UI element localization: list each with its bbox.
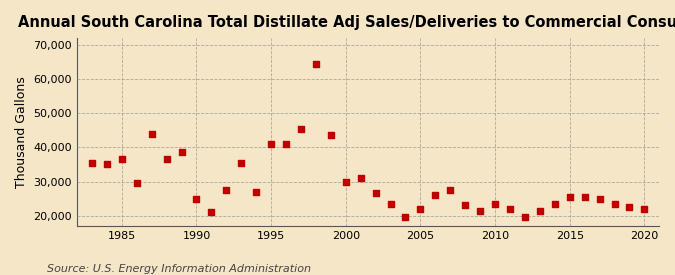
Point xyxy=(221,188,232,192)
Point xyxy=(251,189,262,194)
Point xyxy=(460,203,470,208)
Point xyxy=(296,126,306,131)
Point xyxy=(325,133,336,138)
Point xyxy=(415,207,426,211)
Point xyxy=(370,191,381,196)
Point xyxy=(146,131,157,136)
Point xyxy=(475,208,485,213)
Point xyxy=(564,195,575,199)
Point xyxy=(116,157,127,161)
Title: Annual South Carolina Total Distillate Adj Sales/Deliveries to Commercial Consum: Annual South Carolina Total Distillate A… xyxy=(18,15,675,30)
Point xyxy=(310,62,321,66)
Point xyxy=(579,195,590,199)
Point xyxy=(609,202,620,206)
Y-axis label: Thousand Gallons: Thousand Gallons xyxy=(15,76,28,188)
Point xyxy=(505,207,516,211)
Point xyxy=(206,210,217,214)
Point xyxy=(281,142,292,146)
Point xyxy=(430,193,441,197)
Point xyxy=(86,161,97,165)
Point xyxy=(161,157,172,161)
Point xyxy=(132,181,142,185)
Point xyxy=(520,215,531,219)
Point xyxy=(489,202,500,206)
Text: Source: U.S. Energy Information Administration: Source: U.S. Energy Information Administ… xyxy=(47,264,311,274)
Point xyxy=(385,202,396,206)
Point xyxy=(594,196,605,201)
Point xyxy=(176,150,187,155)
Point xyxy=(624,205,634,209)
Point xyxy=(355,176,366,180)
Point xyxy=(445,188,456,192)
Point xyxy=(549,202,560,206)
Point xyxy=(400,215,411,219)
Point xyxy=(266,142,277,146)
Point xyxy=(236,161,246,165)
Point xyxy=(340,179,351,184)
Point xyxy=(191,196,202,201)
Point xyxy=(535,208,545,213)
Point xyxy=(639,207,650,211)
Point xyxy=(101,162,112,167)
